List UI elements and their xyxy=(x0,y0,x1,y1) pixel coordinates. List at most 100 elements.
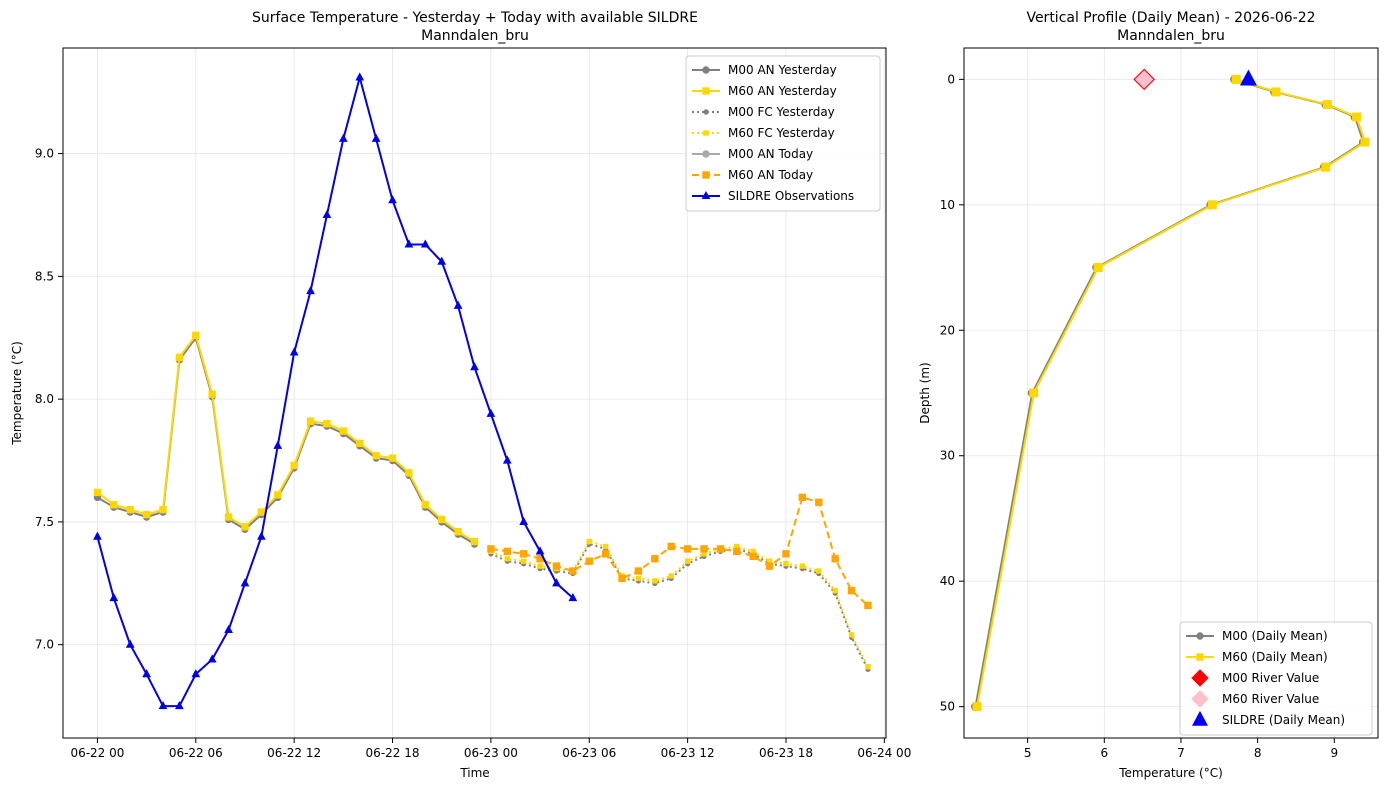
legend: M00 AN Yesterday M60 AN Yesterday M00 FC Y… xyxy=(685,55,881,212)
data-point xyxy=(782,550,790,558)
legend-marker xyxy=(1191,690,1209,708)
data-point xyxy=(372,451,380,460)
data-point xyxy=(388,454,397,462)
legend-marker xyxy=(703,109,709,115)
x-tick-label: 06-23 12 xyxy=(661,746,715,760)
legend-item: M60 AN Yesterday xyxy=(692,84,837,98)
data-point xyxy=(783,560,789,567)
data-point xyxy=(306,417,315,425)
data-point xyxy=(552,562,561,570)
data-point xyxy=(832,587,838,594)
data-point xyxy=(224,513,233,521)
data-point xyxy=(1360,137,1370,147)
x-tick-label: 6 xyxy=(1100,746,1108,760)
series-m60-daily-mean xyxy=(972,74,1370,712)
y-tick-label: 10 xyxy=(940,198,955,212)
legend-marker xyxy=(702,87,710,95)
data-point xyxy=(684,558,691,564)
data-point xyxy=(618,574,626,583)
surface-temperature-chart: Surface Temperature - Yesterday + Today … xyxy=(10,10,911,780)
data-point xyxy=(1207,200,1217,210)
legend-label: SILDRE Observations xyxy=(728,189,854,203)
y-tick-label: 20 xyxy=(940,323,955,337)
data-point xyxy=(519,516,529,525)
data-point xyxy=(1322,99,1332,109)
data-point xyxy=(1133,68,1155,91)
data-point xyxy=(470,362,479,371)
data-point xyxy=(257,508,266,516)
data-point xyxy=(601,550,610,558)
legend-marker xyxy=(702,150,710,158)
data-point xyxy=(158,701,168,710)
series-line xyxy=(490,543,869,670)
data-point xyxy=(438,515,446,524)
chart-title: Vertical Profile (Daily Mean) - 2026-06-… xyxy=(1026,10,1315,26)
data-point xyxy=(224,624,233,634)
data-point xyxy=(421,501,430,509)
legend-label: M60 AN Yesterday xyxy=(728,84,837,98)
legend-label: M00 AN Yesterday xyxy=(728,63,837,77)
data-point xyxy=(125,639,135,648)
legend-marker xyxy=(702,171,710,179)
legend-item: M00 AN Today xyxy=(692,147,813,161)
data-point xyxy=(126,505,134,514)
data-point xyxy=(1321,162,1331,172)
x-axis-label: Temperature (°C) xyxy=(1118,766,1223,780)
data-point xyxy=(1093,263,1103,273)
legend-label: M60 River Value xyxy=(1222,692,1319,706)
data-point xyxy=(322,209,332,219)
data-point xyxy=(486,408,496,417)
data-point xyxy=(290,461,298,470)
legend-label: M00 River Value xyxy=(1222,671,1319,685)
data-point xyxy=(634,567,643,575)
y-axis-label: Depth (m) xyxy=(918,362,932,423)
data-point xyxy=(635,575,642,582)
data-point xyxy=(667,542,675,551)
legend-marker xyxy=(701,190,711,200)
data-point xyxy=(1271,87,1281,97)
data-point xyxy=(109,592,119,602)
legend-item: M60 FC Yesterday xyxy=(692,126,835,140)
data-point xyxy=(339,427,348,435)
data-point xyxy=(503,547,511,556)
x-tick-label: 06-24 00 xyxy=(857,746,911,760)
plot-frame xyxy=(963,47,1379,739)
legend-label: M60 (Daily Mean) xyxy=(1222,650,1328,664)
data-point xyxy=(847,586,856,595)
data-point xyxy=(569,567,577,575)
chart-subtitle: Manndalen_bru xyxy=(421,28,529,44)
data-point xyxy=(602,543,609,550)
axis-ticks: 06-22 00 06-22 06 06-22 12 06-22 18 06-23 00… xyxy=(35,147,911,760)
x-tick-label: 9 xyxy=(1330,746,1338,760)
data-point xyxy=(404,239,414,248)
data-point xyxy=(586,538,592,545)
data-point xyxy=(207,654,217,663)
data-point xyxy=(520,558,527,564)
data-point xyxy=(1352,112,1362,122)
chart-subtitle: Manndalen_bru xyxy=(1117,28,1225,44)
series-line xyxy=(96,76,574,708)
data-point xyxy=(815,498,823,506)
data-point xyxy=(453,300,463,309)
data-point xyxy=(749,552,757,560)
data-point xyxy=(733,547,741,556)
legend-marker xyxy=(702,66,710,74)
legend-box xyxy=(1179,621,1373,736)
data-point xyxy=(1231,74,1241,84)
legend-marker xyxy=(1191,669,1209,687)
y-tick-label: 9.0 xyxy=(35,147,54,161)
legend-item: M00 FC Yesterday xyxy=(692,105,835,119)
data-point xyxy=(208,390,216,398)
x-tick-label: 06-22 18 xyxy=(366,746,420,760)
x-tick-label: 06-23 06 xyxy=(562,746,616,760)
legend-marker xyxy=(1196,653,1204,661)
axis-ticks: 5 6 7 8 9 0 10 20 30 40 50 xyxy=(940,72,1338,760)
series-m60-an-today xyxy=(487,493,872,610)
data-point xyxy=(1029,388,1039,398)
y-tick-label: 0 xyxy=(947,72,955,86)
data-point xyxy=(519,550,528,558)
data-point xyxy=(159,505,167,514)
x-tick-label: 06-22 12 xyxy=(267,746,321,760)
x-tick-label: 8 xyxy=(1254,746,1262,760)
data-point xyxy=(552,578,561,587)
